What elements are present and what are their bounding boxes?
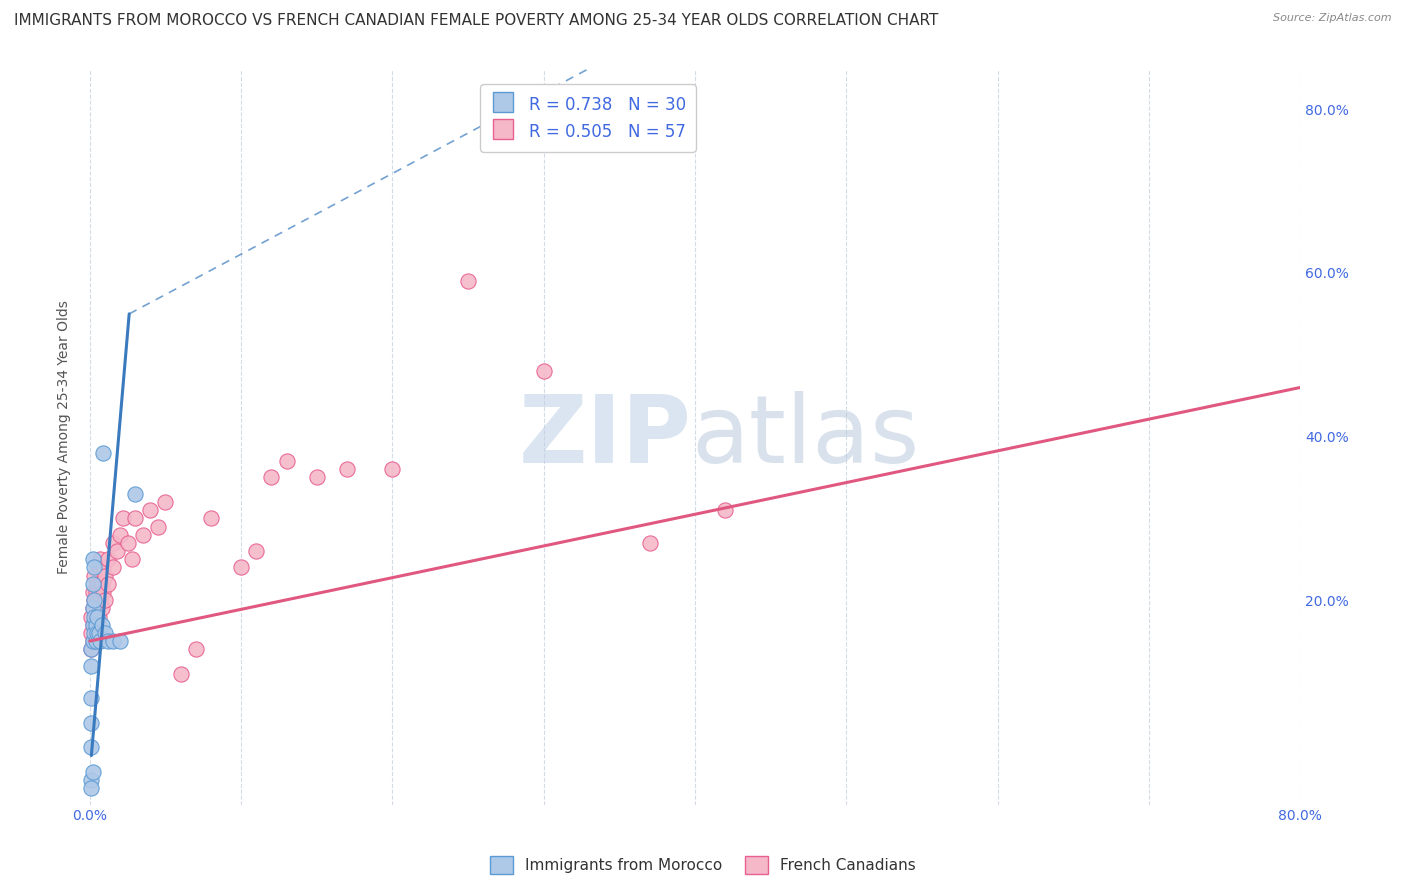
Point — [86, 576, 108, 591]
Point — [94, 568, 117, 582]
Point — [457, 274, 479, 288]
Y-axis label: Female Poverty Among 25-34 Year Olds: Female Poverty Among 25-34 Year Olds — [58, 300, 72, 574]
Point — [80, 609, 103, 624]
Point — [533, 364, 555, 378]
Text: ZIP: ZIP — [519, 391, 692, 483]
Point — [80, 625, 103, 640]
Point — [97, 552, 120, 566]
Point — [91, 617, 114, 632]
Point — [84, 585, 107, 599]
Point — [86, 609, 108, 624]
Point — [83, 634, 105, 648]
Text: atlas: atlas — [692, 391, 920, 483]
Point — [305, 470, 328, 484]
Point — [124, 511, 146, 525]
Point — [80, 691, 103, 706]
Point — [83, 593, 105, 607]
Point — [84, 609, 107, 624]
Point — [83, 609, 105, 624]
Point — [87, 560, 110, 574]
Point — [200, 511, 222, 525]
Point — [97, 634, 120, 648]
Point — [82, 585, 104, 599]
Point — [714, 503, 737, 517]
Point — [132, 527, 155, 541]
Point — [94, 593, 117, 607]
Point — [84, 625, 107, 640]
Point — [97, 576, 120, 591]
Point — [80, 773, 103, 788]
Point — [89, 593, 111, 607]
Point — [139, 503, 162, 517]
Point — [83, 560, 105, 574]
Point — [101, 536, 124, 550]
Point — [80, 642, 103, 657]
Point — [231, 560, 253, 574]
Point — [276, 454, 298, 468]
Point — [94, 625, 117, 640]
Point — [93, 560, 115, 574]
Point — [82, 634, 104, 648]
Point — [83, 625, 105, 640]
Point — [89, 576, 111, 591]
Point — [83, 617, 105, 632]
Point — [93, 446, 115, 460]
Point — [91, 576, 114, 591]
Point — [105, 544, 128, 558]
Point — [82, 552, 104, 566]
Point — [82, 634, 104, 648]
Point — [82, 576, 104, 591]
Point — [155, 495, 177, 509]
Point — [82, 617, 104, 632]
Point — [121, 552, 143, 566]
Point — [82, 617, 104, 632]
Point — [101, 634, 124, 648]
Point — [89, 634, 111, 648]
Point — [101, 560, 124, 574]
Point — [108, 634, 131, 648]
Point — [336, 462, 359, 476]
Point — [80, 781, 103, 796]
Point — [245, 544, 267, 558]
Point — [84, 634, 107, 648]
Point — [169, 666, 191, 681]
Point — [82, 601, 104, 615]
Point — [638, 536, 661, 550]
Point — [82, 764, 104, 779]
Point — [83, 568, 105, 582]
Point — [381, 462, 404, 476]
Point — [87, 609, 110, 624]
Point — [86, 617, 108, 632]
Point — [80, 715, 103, 730]
Text: IMMIGRANTS FROM MOROCCO VS FRENCH CANADIAN FEMALE POVERTY AMONG 25-34 YEAR OLDS : IMMIGRANTS FROM MOROCCO VS FRENCH CANADI… — [14, 13, 938, 29]
Text: Source: ZipAtlas.com: Source: ZipAtlas.com — [1274, 13, 1392, 23]
Point — [87, 625, 110, 640]
Point — [80, 740, 103, 755]
Point — [80, 642, 103, 657]
Point — [87, 585, 110, 599]
Point — [91, 601, 114, 615]
Point — [80, 658, 103, 673]
Legend: Immigrants from Morocco, French Canadians: Immigrants from Morocco, French Canadian… — [484, 850, 922, 880]
Point — [89, 552, 111, 566]
Point — [117, 536, 139, 550]
Point — [146, 519, 169, 533]
Point — [82, 601, 104, 615]
Legend: R = 0.738   N = 30, R = 0.505   N = 57: R = 0.738 N = 30, R = 0.505 N = 57 — [481, 84, 696, 152]
Point — [93, 585, 115, 599]
Point — [83, 593, 105, 607]
Point — [260, 470, 283, 484]
Point — [84, 617, 107, 632]
Point — [124, 487, 146, 501]
Point — [86, 625, 108, 640]
Point — [112, 511, 135, 525]
Point — [108, 527, 131, 541]
Point — [86, 593, 108, 607]
Point — [184, 642, 207, 657]
